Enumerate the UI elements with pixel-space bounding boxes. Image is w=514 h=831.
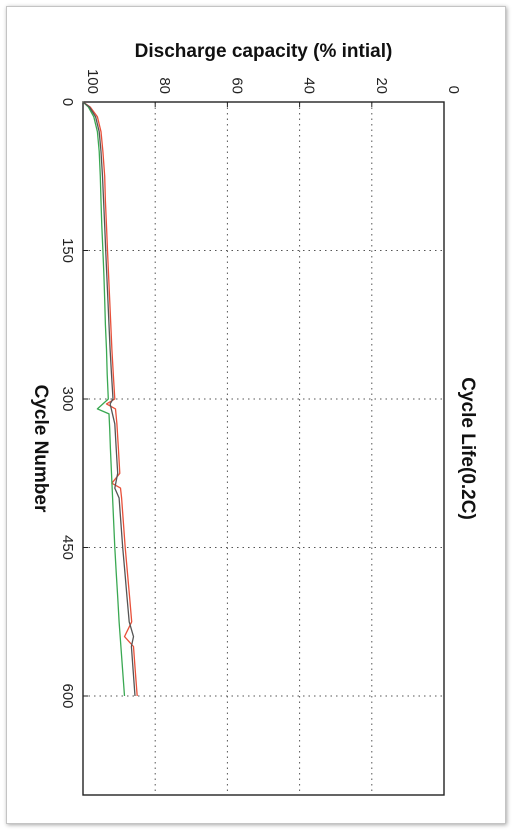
capacity-tick-label: 60 [228, 77, 245, 94]
chart-title: Cycle Life(0.2C) [457, 377, 478, 520]
tick-layer: 0 20 40 60 80 100 0 150 300 450 600 [59, 69, 462, 709]
series-line-3 [82, 101, 136, 697]
series-line-2 [82, 101, 126, 697]
series-layer [82, 101, 138, 697]
cycle-tick-label: 450 [59, 535, 76, 560]
cycle-life-chart: 0 20 40 60 80 100 0 150 300 450 600 Discharge capa… [30, 41, 478, 796]
chart-frame: 0 20 40 60 80 100 0 150 300 450 600 Discharge capa… [6, 6, 506, 824]
capacity-tick-label: 80 [156, 77, 173, 94]
series-line-1 [82, 101, 138, 697]
capacity-tick-label: 100 [84, 69, 101, 94]
capacity-tick-label: 40 [301, 77, 318, 94]
y-axis-title: Discharge capacity (% intial) [135, 41, 393, 62]
cycle-tick-label: 0 [59, 98, 76, 106]
cycle-tick-label: 300 [59, 386, 76, 411]
grid-layer [83, 102, 444, 795]
plot-area-border [82, 101, 445, 796]
cycle-tick-label: 600 [59, 683, 76, 708]
capacity-tick-label: 20 [373, 77, 390, 94]
x-axis-title: Cycle Number [30, 385, 51, 513]
capacity-tick-label: 0 [445, 86, 462, 94]
cycle-tick-label: 150 [59, 238, 76, 263]
